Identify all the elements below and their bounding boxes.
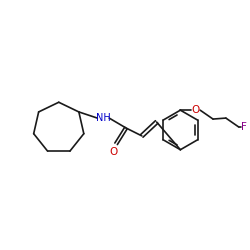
Text: O: O (109, 147, 117, 157)
Text: F: F (241, 122, 246, 132)
Text: O: O (191, 105, 199, 115)
Text: NH: NH (96, 113, 110, 123)
